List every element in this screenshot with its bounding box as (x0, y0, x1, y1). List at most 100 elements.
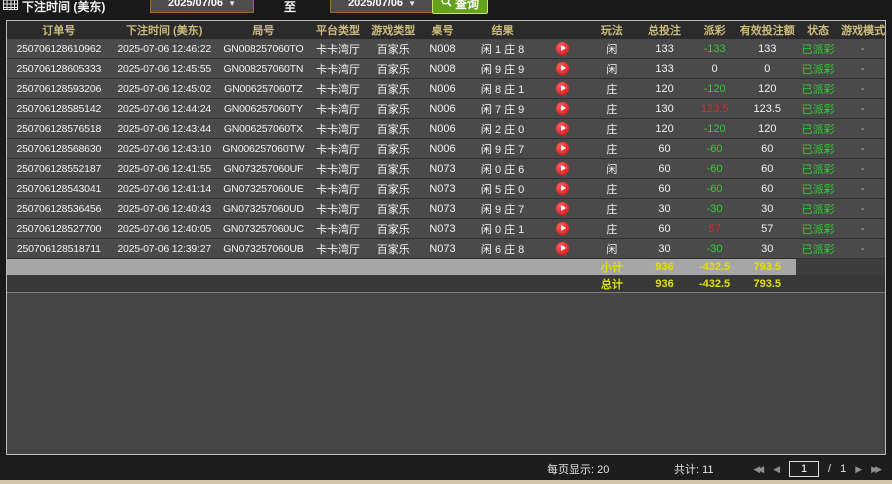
cell-total-bet: 60 (638, 138, 691, 159)
col-header-status: 状态 (796, 21, 841, 39)
col-header-video (539, 21, 586, 39)
page-number-input[interactable] (789, 461, 820, 477)
chevron-down-icon: ▼ (408, 0, 416, 8)
pager-controls: ◀◀ ◀ / 1 ▶ ▶▶ (753, 461, 882, 477)
cell-round-no: GN006257060TY (217, 98, 310, 119)
query-button[interactable]: 查询 (432, 0, 489, 14)
play-circle-icon[interactable] (556, 242, 570, 255)
cell-status: 已派彩 (796, 39, 841, 59)
cell-total-bet: 130 (638, 98, 691, 119)
table-row[interactable]: 250706128543041 2025-07-06 12:41:14 GN07… (7, 178, 885, 199)
cell-result: 闲 0 庄 1 (465, 218, 540, 239)
cell-total-bet: 60 (638, 218, 691, 239)
subtotal-spacer (7, 258, 586, 275)
cell-valid-bet: 60 (738, 178, 797, 199)
cell-payout: -30 (690, 238, 739, 259)
cell-play-type: 庄 (585, 138, 639, 159)
table-row[interactable]: 250706128593206 2025-07-06 12:45:02 GN00… (7, 78, 885, 99)
cell-play-type: 庄 (585, 178, 639, 199)
cell-valid-bet: 60 (738, 158, 797, 179)
cell-valid-bet: 30 (738, 238, 797, 259)
table-row[interactable]: 250706128585142 2025-07-06 12:44:24 GN00… (7, 98, 885, 119)
table-body: 250706128610962 2025-07-06 12:46:22 GN00… (7, 39, 885, 259)
cell-platform-type: 卡卡湾厅 (309, 118, 367, 139)
cell-valid-bet: 30 (738, 198, 797, 219)
cell-total-bet: 30 (638, 238, 691, 259)
cell-table-no: N073 (419, 178, 466, 199)
play-circle-icon[interactable] (556, 182, 570, 195)
play-circle-icon[interactable] (556, 102, 570, 115)
play-circle-icon[interactable] (556, 62, 570, 75)
prev-page-icon[interactable]: ◀ (773, 464, 781, 474)
subtotal-payout: -432.5 (690, 258, 739, 275)
table-row[interactable]: 250706128610962 2025-07-06 12:46:22 GN00… (7, 39, 885, 59)
cell-table-no: N006 (419, 78, 466, 99)
play-circle-icon[interactable] (556, 142, 570, 155)
next-page-icon[interactable]: ▶ (855, 464, 863, 474)
cell-video (539, 198, 586, 219)
bet-records-table-container: 订单号 下注时间 (美东) 局号 平台类型 游戏类型 桌号 结果 玩法 总投注 … (6, 20, 886, 455)
cell-bet-time: 2025-07-06 12:45:55 (110, 58, 218, 79)
date-from-select[interactable]: 2025/07/06 ▼ (150, 0, 254, 13)
cell-order-no: 250706128536456 (7, 198, 111, 219)
table-row[interactable]: 250706128568630 2025-07-06 12:43:10 GN00… (7, 138, 885, 159)
col-header-game-type: 游戏类型 (366, 21, 420, 39)
cell-play-type: 庄 (585, 218, 639, 239)
cell-order-no: 250706128568630 (7, 138, 111, 159)
cell-valid-bet: 0 (738, 58, 797, 79)
table-row[interactable]: 250706128527700 2025-07-06 12:40:05 GN07… (7, 218, 885, 239)
cell-play-type: 闲 (585, 39, 639, 59)
play-circle-icon[interactable] (556, 82, 570, 95)
cell-table-no: N073 (419, 238, 466, 259)
cell-table-no: N008 (419, 58, 466, 79)
play-circle-icon[interactable] (556, 162, 570, 175)
last-page-icon[interactable]: ▶▶ (871, 464, 882, 474)
first-page-icon[interactable]: ◀◀ (753, 464, 764, 474)
subtotal-dark-spacer (796, 258, 885, 275)
table-row[interactable]: 250706128576518 2025-07-06 12:43:44 GN00… (7, 118, 885, 139)
cell-payout: -30 (690, 198, 739, 219)
play-circle-icon[interactable] (556, 42, 570, 55)
table-row[interactable]: 250706128605333 2025-07-06 12:45:55 GN00… (7, 58, 885, 79)
cell-video (539, 98, 586, 119)
cell-status: 已派彩 (796, 118, 841, 139)
cell-platform-type: 卡卡湾厅 (309, 178, 367, 199)
col-header-total-bet: 总投注 (638, 21, 691, 39)
play-circle-icon[interactable] (556, 222, 570, 235)
table-summary: 小计 936 -432.5 793.5 总计 936 -432.5 793.5 (7, 258, 885, 293)
cell-table-no: N008 (419, 39, 466, 59)
cell-result: 闲 6 庄 8 (465, 238, 540, 259)
cell-total-bet: 133 (638, 39, 691, 59)
cell-bet-time: 2025-07-06 12:43:44 (110, 118, 218, 139)
play-circle-icon[interactable] (556, 202, 570, 215)
calendar-grid-icon (3, 0, 18, 15)
cell-bet-time: 2025-07-06 12:44:24 (110, 98, 218, 119)
bet-records-table: 订单号 下注时间 (美东) 局号 平台类型 游戏类型 桌号 结果 玩法 总投注 … (7, 21, 885, 293)
cell-game-type: 百家乐 (366, 39, 420, 59)
chevron-down-icon: ▼ (228, 0, 236, 8)
cell-valid-bet: 120 (738, 118, 797, 139)
cell-game-type: 百家乐 (366, 178, 420, 199)
cell-table-no: N073 (419, 218, 466, 239)
cell-round-no: GN008257060TO (217, 39, 310, 59)
cell-platform-type: 卡卡湾厅 (309, 238, 367, 259)
total-spacer (7, 275, 586, 293)
table-row[interactable]: 250706128552187 2025-07-06 12:41:55 GN07… (7, 158, 885, 179)
cell-game-mode: - (840, 39, 885, 59)
subtotal-valid-bet: 793.5 (738, 258, 797, 275)
play-circle-icon[interactable] (556, 122, 570, 135)
table-row[interactable]: 250706128536456 2025-07-06 12:40:43 GN07… (7, 198, 885, 219)
col-header-round-no: 局号 (217, 21, 310, 39)
cell-bet-time: 2025-07-06 12:43:10 (110, 138, 218, 159)
cell-status: 已派彩 (796, 78, 841, 99)
cell-status: 已派彩 (796, 178, 841, 199)
cell-round-no: GN073257060UC (217, 218, 310, 239)
cell-game-type: 百家乐 (366, 118, 420, 139)
cell-order-no: 250706128576518 (7, 118, 111, 139)
table-row[interactable]: 250706128518711 2025-07-06 12:39:27 GN07… (7, 238, 885, 259)
cell-play-type: 庄 (585, 78, 639, 99)
cell-video (539, 158, 586, 179)
cell-valid-bet: 123.5 (738, 98, 797, 119)
subtotal-total-bet: 936 (638, 258, 691, 275)
date-to-select[interactable]: 2025/07/06 ▼ (330, 0, 434, 13)
